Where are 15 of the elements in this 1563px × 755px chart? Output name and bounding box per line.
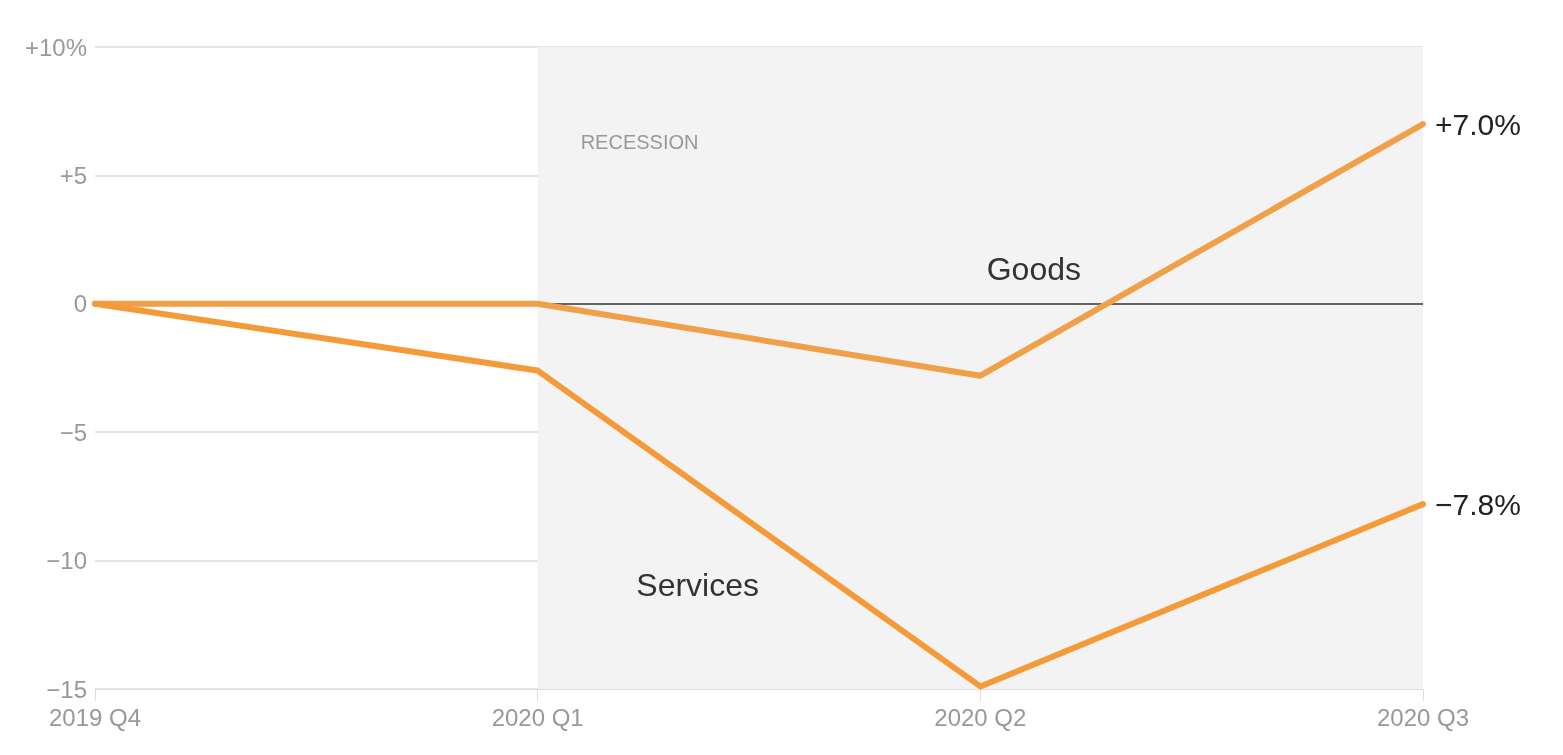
y-tick-label: +5 [59,161,87,189]
band-label: RECESSION [580,131,699,153]
y-tick-label: −15 [46,675,87,703]
y-tick-label: −5 [59,418,87,446]
series-label: Services [636,566,759,603]
series-label: Goods [986,250,1081,287]
x-tick-label: 2020 Q3 [1376,703,1470,731]
x-tick-label: 2020 Q2 [934,703,1027,731]
x-tick-label: 2019 Q4 [48,703,142,731]
y-tick-label: −10 [46,547,87,575]
y-tick-label: 0 [73,290,87,318]
data-label: +7.0% [1435,107,1521,141]
data-label: −7.8% [1435,487,1521,521]
x-tick-label: 2020 Q1 [491,703,584,731]
y-tick-label: +10% [24,33,87,61]
